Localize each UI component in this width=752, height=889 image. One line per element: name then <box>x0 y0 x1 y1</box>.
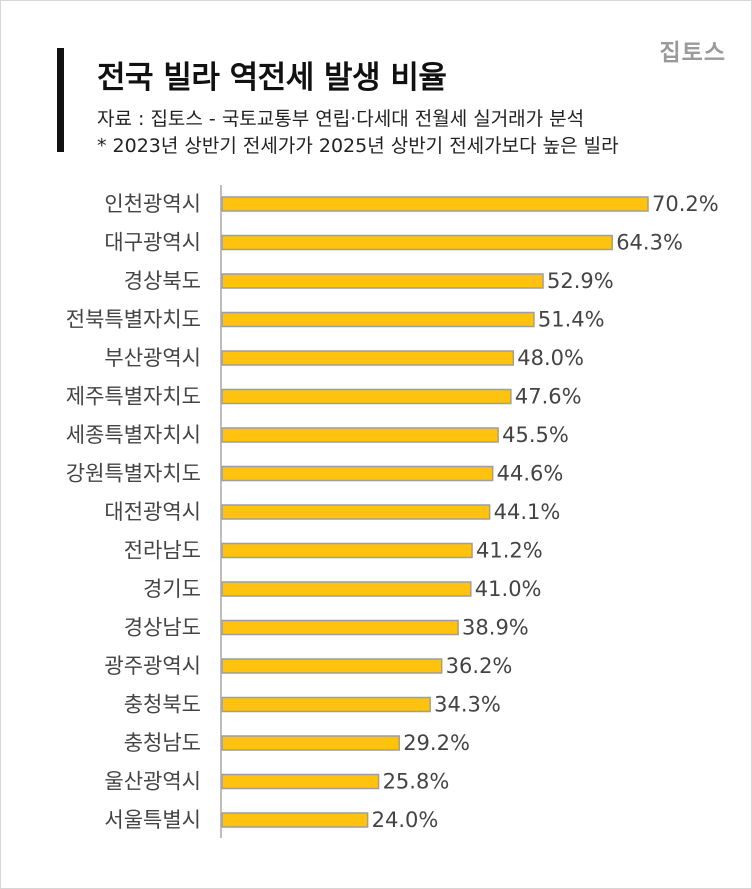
category-label: 울산광역시 <box>104 770 201 794</box>
value-label: 64.3% <box>616 231 683 255</box>
bar <box>221 696 431 713</box>
bar <box>221 350 515 366</box>
value-label: 41.0% <box>475 577 542 601</box>
category-label: 대구광역시 <box>104 231 201 255</box>
value-label: 44.6% <box>497 462 564 486</box>
bar <box>221 773 380 790</box>
value-label: 29.2% <box>403 731 470 755</box>
title-accent-bar <box>57 48 64 152</box>
bar <box>221 273 544 289</box>
category-label: 충청북도 <box>124 693 201 717</box>
category-label: 세종특별자치시 <box>66 423 201 447</box>
bar <box>221 581 472 597</box>
value-label: 51.4% <box>538 308 605 332</box>
bar <box>221 735 400 751</box>
value-label: 41.2% <box>476 539 543 563</box>
bar <box>221 504 491 520</box>
category-label: 충청남도 <box>124 731 201 755</box>
category-label: 서울특별시 <box>104 808 201 832</box>
value-label: 70.2% <box>652 192 719 216</box>
category-label: 제주특별자치도 <box>66 385 201 409</box>
value-label: 36.2% <box>446 654 513 678</box>
value-label: 38.9% <box>462 616 529 640</box>
value-label: 44.1% <box>494 500 561 524</box>
brand-logo: 집토스 <box>659 40 726 66</box>
bars-group: 인천광역시 70.2% 대구광역시 64.3% 경상북도 52.9% 전북특별자치도 51.4… <box>66 192 719 832</box>
category-label: 광주광역시 <box>104 654 201 678</box>
value-label: 52.9% <box>547 269 614 293</box>
category-label: 강원특별자치도 <box>66 462 201 486</box>
chart-title: 전국 빌라 역전세 발생 비율 <box>97 60 447 96</box>
bar <box>221 234 613 251</box>
category-label: 경상북도 <box>124 269 201 293</box>
bar <box>221 465 494 482</box>
category-label: 전북특별자치도 <box>66 308 201 332</box>
category-label: 전라남도 <box>124 539 201 563</box>
value-label: 25.8% <box>383 770 450 794</box>
category-label: 부산광역시 <box>104 346 201 370</box>
footnote: * 2023년 상반기 전세가가 2025년 상반기 전세가보다 높은 빌라 <box>97 135 619 157</box>
category-label: 경상남도 <box>124 616 201 640</box>
bar <box>221 658 443 674</box>
value-label: 45.5% <box>502 423 569 447</box>
category-label: 경기도 <box>143 577 201 601</box>
bar <box>221 427 499 443</box>
bar <box>221 619 459 636</box>
value-label: 34.3% <box>434 693 501 717</box>
bar <box>221 812 369 828</box>
bar <box>221 542 473 559</box>
bar <box>221 388 512 405</box>
value-label: 48.0% <box>517 346 584 370</box>
value-label: 24.0% <box>372 808 439 832</box>
bar <box>221 196 649 212</box>
source-note: 자료 : 집토스 - 국토교통부 연립·다세대 전월세 실거래가 분석 <box>97 108 585 130</box>
bar <box>221 311 535 328</box>
value-label: 47.6% <box>515 385 582 409</box>
category-label: 대전광역시 <box>104 500 201 524</box>
category-label: 인천광역시 <box>104 192 201 216</box>
